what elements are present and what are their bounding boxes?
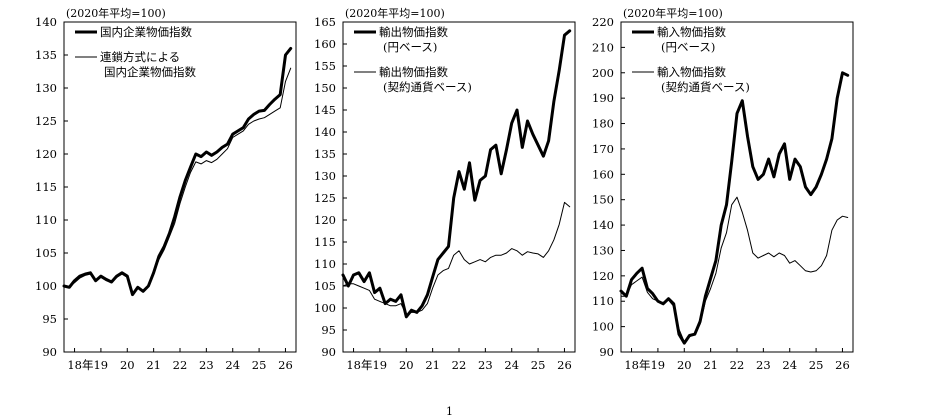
y-tick-label: 100	[35, 279, 57, 293]
y-tick-label: 120	[35, 147, 57, 161]
x-tick-label: 20	[399, 358, 414, 372]
legend-label: (契約通貨ベース)	[383, 80, 472, 94]
y-tick-label: 150	[314, 81, 336, 95]
legend-label: (円ベース)	[661, 40, 715, 54]
y-tick-label: 200	[592, 66, 614, 80]
y-tick-label: 135	[35, 48, 57, 62]
y-tick-label: 130	[314, 169, 336, 183]
x-tick-label: 22	[173, 358, 188, 372]
unit-note: (2020年平均=100)	[345, 6, 445, 20]
unit-note: (2020年平均=100)	[66, 6, 166, 20]
x-tick-label: 18年19	[346, 358, 387, 372]
y-tick-label: 130	[35, 81, 57, 95]
x-tick-label: 26	[557, 358, 572, 372]
y-tick-label: 120	[592, 269, 614, 283]
y-tick-label: 160	[592, 167, 614, 181]
series-line-2	[342, 201, 571, 316]
chart-panel-1: (2020年平均=100) 90 95 100 105 110 115 120 125 130 13…	[35, 6, 297, 372]
y-tick-label: 95	[321, 323, 336, 337]
legend-label: 輸出物価指数	[379, 65, 448, 79]
unit-note: (2020年平均=100)	[623, 6, 723, 20]
x-tick-label: 21	[146, 358, 161, 372]
y-tick-label: 115	[35, 180, 57, 194]
y-tick-label: 145	[314, 103, 336, 117]
legend-label: 輸入物価指数	[657, 25, 726, 39]
series-line-2	[620, 196, 849, 343]
x-tick-label: 25	[531, 358, 546, 372]
y-tick-label: 110	[35, 213, 57, 227]
x-tick-label: 23	[199, 358, 214, 372]
y-tick-label: 115	[314, 235, 336, 249]
y-tick-label: 100	[314, 301, 336, 315]
y-tick-label: 110	[592, 294, 614, 308]
legend-label: 国内企業物価指数	[104, 65, 196, 79]
x-tick-label: 18年19	[624, 358, 665, 372]
x-tick-label: 18年19	[67, 358, 108, 372]
y-tick-label: 135	[314, 147, 336, 161]
y-tick-label: 90	[321, 345, 336, 359]
x-tick-label: 22	[452, 358, 467, 372]
x-tick-label: 21	[703, 358, 718, 372]
x-tick-label: 21	[425, 358, 440, 372]
y-tick-label: 220	[592, 15, 614, 29]
chart-panel-3: (2020年平均=100) 90 100 110 120 130 140 150 160 170 1…	[592, 6, 854, 372]
y-tick-label: 140	[35, 15, 57, 29]
y-tick-label: 190	[592, 91, 614, 105]
x-tick-label: 23	[756, 358, 771, 372]
plot-frame	[620, 21, 854, 353]
y-tick-label: 140	[314, 125, 336, 139]
x-tick-label: 24	[504, 358, 519, 372]
x-tick-label: 25	[809, 358, 824, 372]
x-tick-label: 22	[730, 358, 745, 372]
legend-label: 輸入物価指数	[657, 65, 726, 79]
plot-frame	[342, 21, 576, 353]
y-tick-label: 90	[42, 345, 57, 359]
y-tick-label: 210	[592, 40, 614, 54]
series-line-1	[619, 71, 850, 345]
y-tick-label: 125	[35, 114, 57, 128]
y-tick-label: 100	[592, 320, 614, 334]
x-tick-label: 24	[782, 358, 797, 372]
legend-label: 国内企業物価指数	[100, 25, 192, 39]
x-tick-label: 25	[252, 358, 267, 372]
y-tick-label: 130	[592, 243, 614, 257]
y-tick-label: 120	[314, 213, 336, 227]
x-tick-label: 26	[278, 358, 293, 372]
y-tick-label: 160	[314, 37, 336, 51]
legend-label: 輸出物価指数	[379, 25, 448, 39]
legend-label: (契約通貨ベース)	[661, 80, 750, 94]
series-line-1	[62, 46, 293, 297]
y-tick-label: 140	[592, 218, 614, 232]
y-tick-label: 155	[314, 59, 336, 73]
y-tick-label: 95	[42, 312, 57, 326]
x-tick-label: 24	[225, 358, 240, 372]
y-tick-label: 165	[314, 15, 336, 29]
y-tick-label: 110	[314, 257, 336, 271]
y-tick-label: 105	[314, 279, 336, 293]
y-tick-label: 180	[592, 117, 614, 131]
series-line-2	[63, 67, 292, 294]
y-tick-label: 105	[35, 246, 57, 260]
x-tick-label: 23	[478, 358, 493, 372]
chart-panel-2: (2020年平均=100) 90 95 100 105 110 115 120 125 130 13…	[314, 6, 576, 372]
y-tick-label: 170	[592, 142, 614, 156]
y-tick-label: 150	[592, 193, 614, 207]
legend-label: (円ベース)	[383, 40, 437, 54]
x-tick-label: 26	[835, 358, 850, 372]
y-tick-label: 125	[314, 191, 336, 205]
x-tick-label: 20	[120, 358, 135, 372]
legend-label: 連鎖方式による	[100, 50, 180, 64]
x-tick-label: 20	[677, 358, 692, 372]
y-tick-label: 90	[599, 345, 614, 359]
page-number: 1	[446, 405, 453, 418]
series-line-1	[341, 29, 572, 319]
